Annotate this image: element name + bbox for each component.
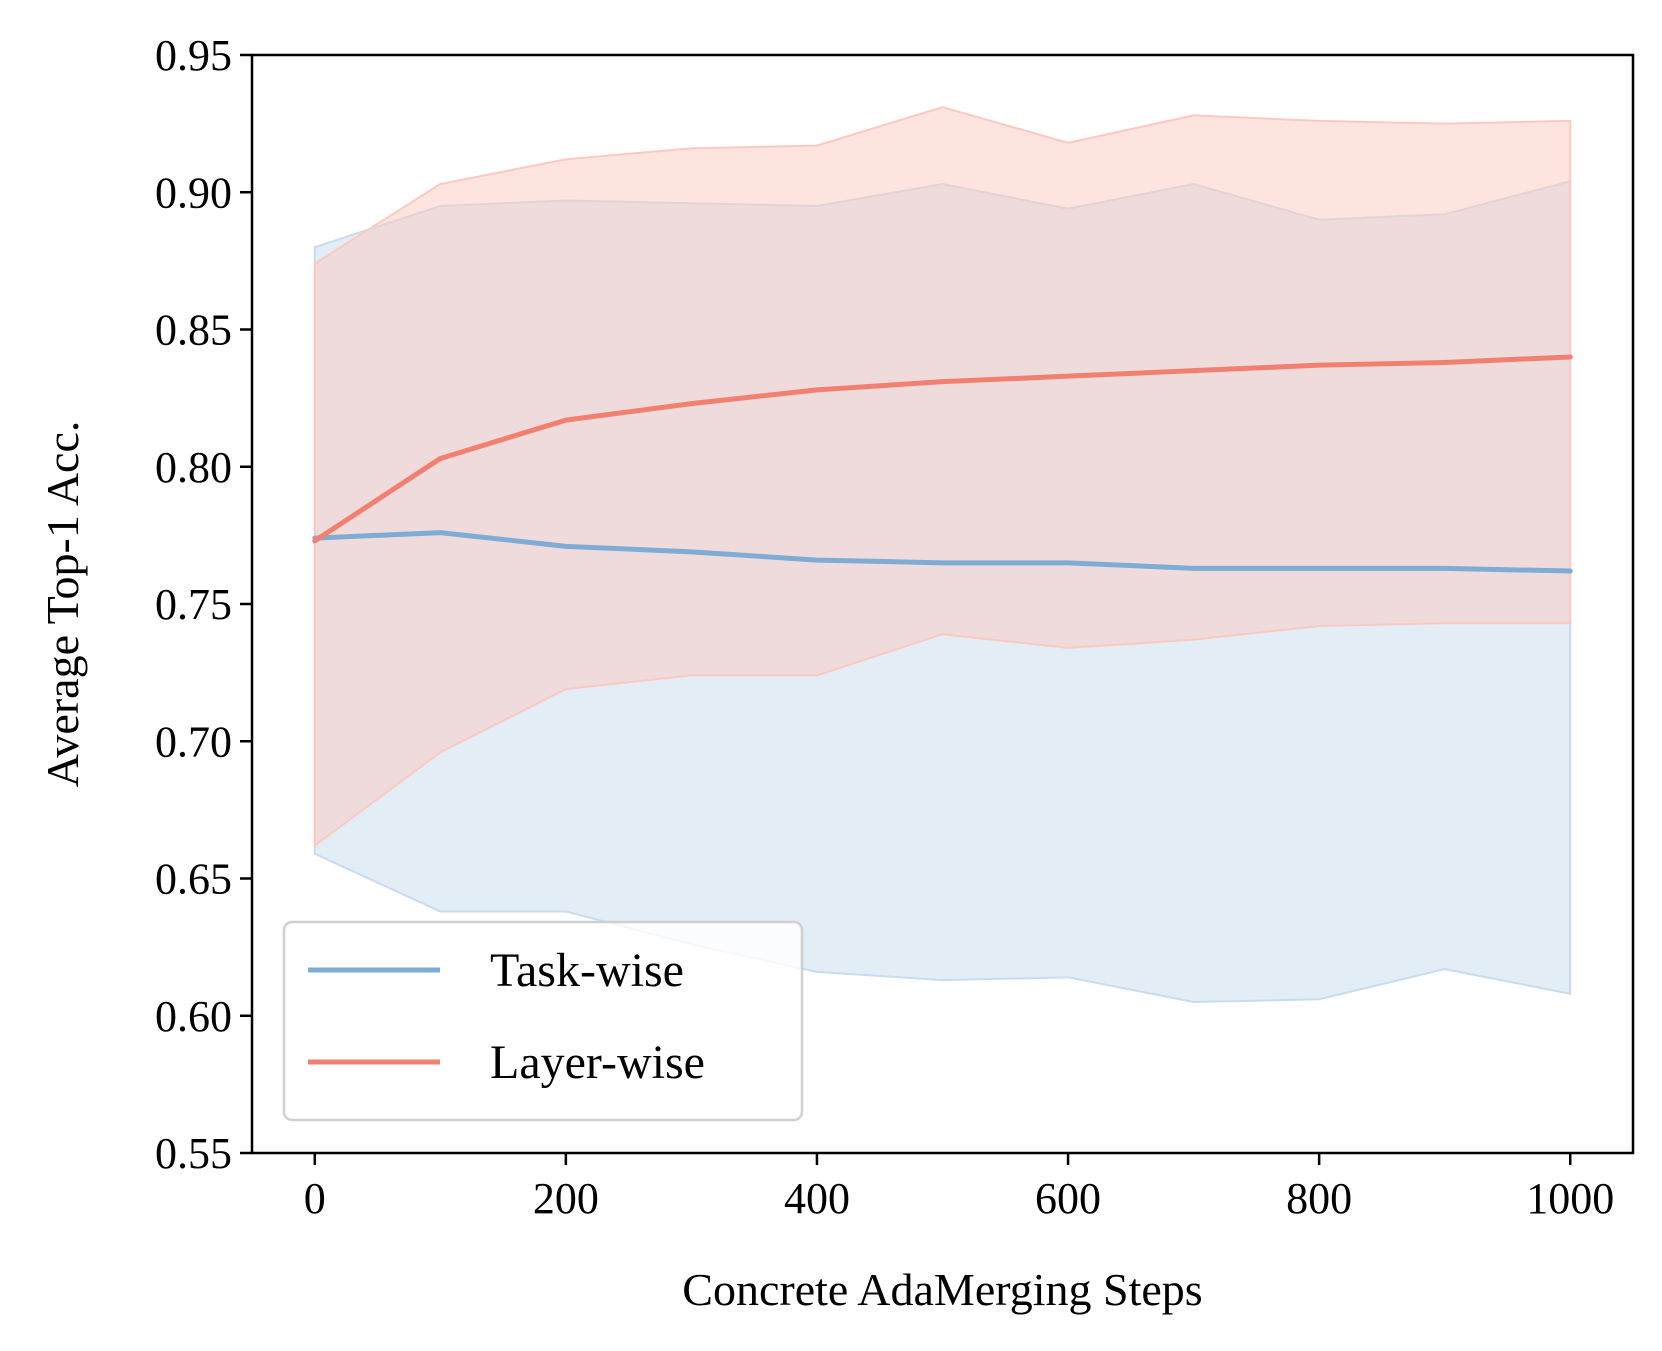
y-axis-label: Average Top-1 Acc. — [37, 421, 88, 788]
y-tick-label: 0.85 — [155, 306, 232, 355]
confidence-bands — [313, 106, 1572, 1004]
x-axis-ticks: 0 200 400 600 800 1000 — [304, 1153, 1614, 1223]
y-axis-ticks: 0.55 0.60 0.65 0.70 0.75 0.80 0.85 0.90 0.95 — [155, 31, 252, 1178]
x-axis-label: Concrete AdaMerging Steps — [682, 1264, 1202, 1315]
x-tick-label: 1000 — [1526, 1174, 1614, 1223]
y-tick-label: 0.75 — [155, 580, 232, 629]
series-lines — [312, 354, 1573, 574]
y-tick-label: 0.95 — [155, 31, 232, 80]
y-tick-label: 0.60 — [155, 992, 232, 1041]
x-tick-label: 600 — [1035, 1174, 1101, 1223]
legend-label-task-wise: Task-wise — [490, 944, 684, 997]
x-tick-label: 400 — [784, 1174, 850, 1223]
y-tick-label: 0.55 — [155, 1129, 232, 1178]
legend: Task-wise Layer-wise — [282, 920, 804, 1122]
x-tick-label: 0 — [304, 1174, 326, 1223]
x-tick-label: 800 — [1286, 1174, 1352, 1223]
layer-wise-line — [312, 354, 1573, 544]
x-tick-label: 200 — [533, 1174, 599, 1223]
y-tick-label: 0.70 — [155, 717, 232, 766]
task-wise-line — [312, 530, 1573, 574]
layer-wise-band — [313, 106, 1572, 848]
y-tick-label: 0.80 — [155, 443, 232, 492]
y-tick-label: 0.65 — [155, 855, 232, 904]
legend-label-layer-wise: Layer-wise — [490, 1036, 705, 1089]
y-tick-label: 0.90 — [155, 168, 232, 217]
